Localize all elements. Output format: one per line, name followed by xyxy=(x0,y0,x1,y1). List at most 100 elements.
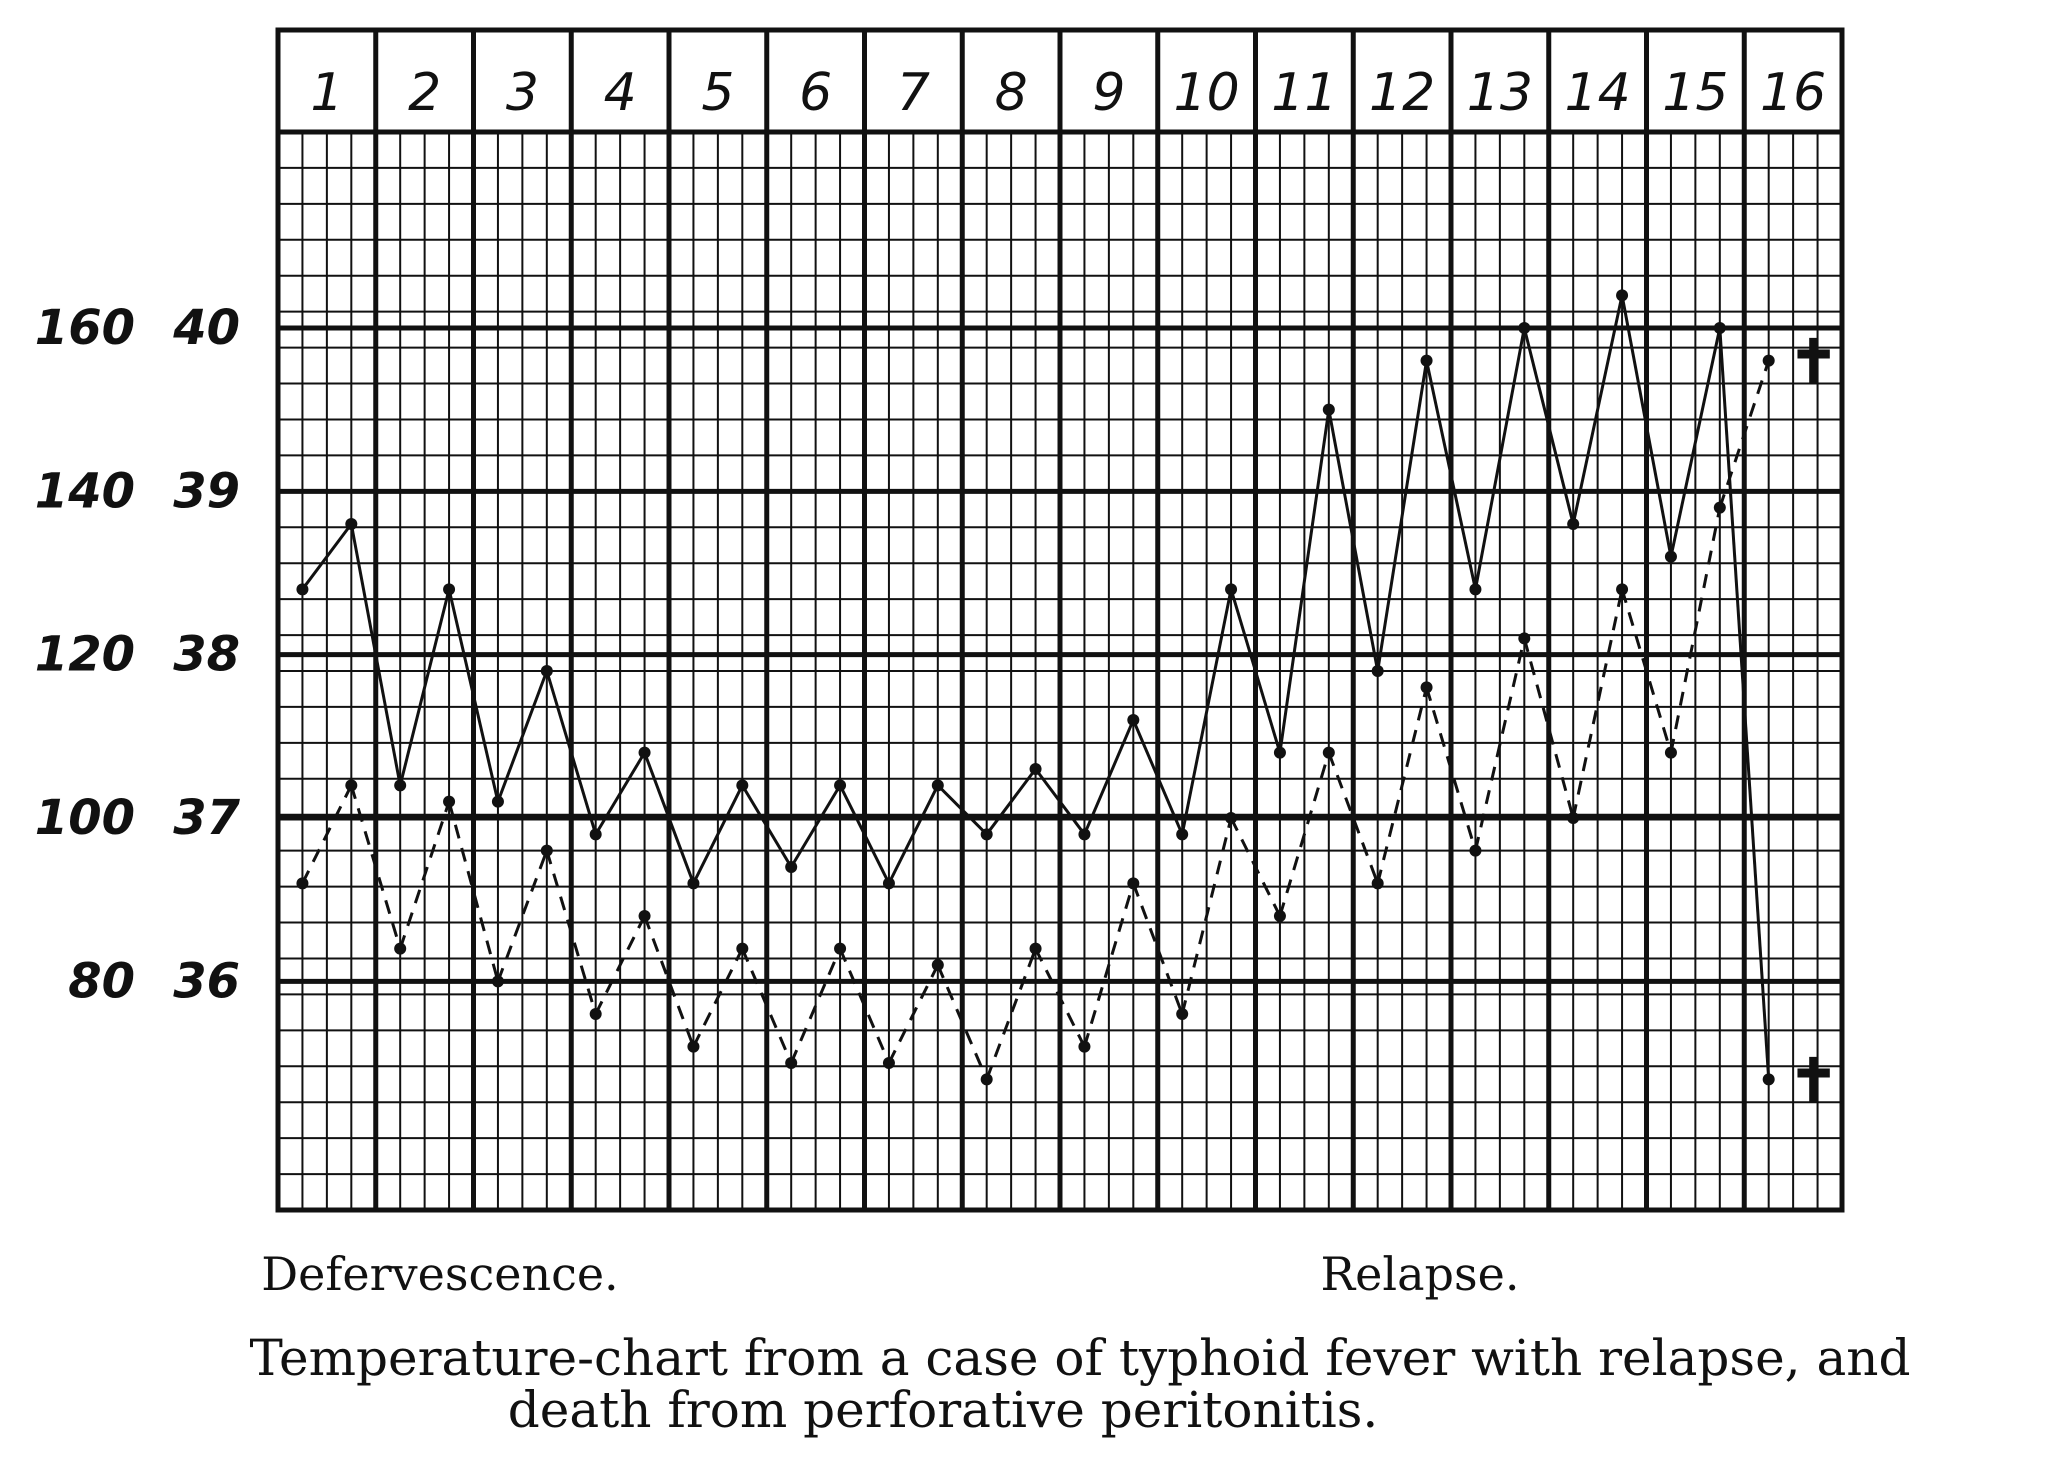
pulse-tick-label: 160 xyxy=(35,300,135,356)
death-marker-dashed: ✝ xyxy=(1789,328,1839,398)
series-dashed-segment xyxy=(789,948,842,1064)
series-solid-point xyxy=(1273,746,1286,759)
series-dashed-segment xyxy=(1620,588,1673,754)
series-solid-point xyxy=(1616,289,1629,302)
series-dashed-segment xyxy=(1083,882,1135,1048)
series-solid-segment xyxy=(1131,719,1184,835)
series-dashed-point xyxy=(443,795,456,808)
day-label-5: 5 xyxy=(701,63,734,123)
series-solid-point xyxy=(1078,828,1091,841)
annotation-relapse: Relapse. xyxy=(1321,1247,1520,1301)
series-dashed-segment xyxy=(1473,637,1526,852)
series-dashed-segment xyxy=(1522,637,1575,819)
series-dashed-point xyxy=(882,1057,895,1069)
series-solid-point xyxy=(1176,828,1189,841)
series-dashed-segment xyxy=(1229,817,1282,917)
series-dashed-segment xyxy=(936,964,989,1080)
series-dashed-segment xyxy=(545,850,598,1015)
series-dashed-point xyxy=(1567,812,1580,824)
day-label-13: 13 xyxy=(1467,63,1533,123)
day-label-9: 9 xyxy=(1092,63,1125,123)
series-dashed-point xyxy=(345,779,358,792)
series-dashed-point xyxy=(1762,354,1775,367)
series-solid-segment xyxy=(1083,719,1135,835)
series-solid-segment xyxy=(1034,768,1086,836)
series-solid-segment xyxy=(496,670,549,803)
annotation-defervescence: Defervescence. xyxy=(261,1247,618,1301)
series-solid-segment xyxy=(985,768,1037,836)
pulse-tick-label: 100 xyxy=(35,790,135,846)
series-dashed-segment xyxy=(1669,507,1722,753)
series-solid-segment xyxy=(1425,360,1477,590)
series-solid-point xyxy=(443,583,456,596)
series-solid-segment xyxy=(447,588,500,803)
series-dashed-segment xyxy=(301,784,353,885)
series-dashed-point xyxy=(638,910,651,922)
series-dashed-point xyxy=(1616,583,1629,596)
day-label-3: 3 xyxy=(506,63,539,123)
series-solid-point xyxy=(1127,714,1140,726)
series-solid-point xyxy=(687,877,700,890)
day-label-1: 1 xyxy=(310,63,343,123)
series-solid-segment xyxy=(1620,295,1673,557)
series-solid-point xyxy=(491,795,504,808)
day-label-6: 6 xyxy=(799,63,832,123)
y-axis-labels: 160 40 140 39 120 38 100 37 80 36 xyxy=(35,300,241,1009)
series-solid-point xyxy=(1322,403,1335,416)
series-dashed-segment xyxy=(1034,947,1086,1048)
series-dashed-point xyxy=(589,1008,602,1020)
series-solid-point xyxy=(345,518,358,530)
series-solid-point xyxy=(736,779,749,792)
death-marker-solid: ✝ xyxy=(1789,1046,1839,1116)
series-dashed-point xyxy=(1127,877,1140,890)
series-dashed-point xyxy=(1176,1008,1189,1020)
series-dashed-segment xyxy=(594,915,646,1015)
day-label-2: 2 xyxy=(408,63,441,123)
series-dashed-segment xyxy=(887,964,940,1064)
series-solid-segment xyxy=(545,670,598,835)
series-dashed-point xyxy=(980,1073,993,1086)
series-solid-point xyxy=(394,779,407,792)
series-dashed-segment xyxy=(740,948,793,1064)
series-solid-segment xyxy=(594,751,646,836)
series-dashed-segment xyxy=(398,801,451,950)
series-dashed-point xyxy=(1420,681,1433,694)
series-solid-point xyxy=(1518,322,1531,334)
series-solid-point xyxy=(589,828,602,841)
series-dashed-point xyxy=(785,1057,798,1069)
series-solid-point xyxy=(980,828,993,841)
series-dashed-point xyxy=(687,1040,700,1053)
series-solid-point xyxy=(1469,583,1482,596)
series-dashed-point xyxy=(1469,844,1482,857)
series-dashed-segment xyxy=(838,948,891,1064)
pulse-tick-label: 80 xyxy=(68,953,135,1009)
series-solid-point xyxy=(1664,550,1677,563)
series-dashed-point xyxy=(1664,746,1677,759)
series-solid-point xyxy=(1762,1073,1775,1086)
day-label-11: 11 xyxy=(1271,63,1337,123)
day-label-12: 12 xyxy=(1369,63,1435,123)
day-label-16: 16 xyxy=(1760,63,1826,123)
series-solid-point xyxy=(1371,665,1384,677)
series-dashed-point xyxy=(1518,632,1531,645)
series-solid-point xyxy=(931,779,944,792)
series-dashed-point xyxy=(1713,501,1726,514)
day-label-4: 4 xyxy=(604,63,637,123)
series-solid-segment xyxy=(741,784,793,868)
series-dashed-point xyxy=(491,975,504,988)
series-dashed-segment xyxy=(1425,686,1477,852)
series-solid-point xyxy=(1420,354,1433,367)
series-dashed-point xyxy=(931,959,944,971)
series-solid-segment xyxy=(643,752,695,884)
series-dashed-segment xyxy=(1718,360,1771,509)
series-dashed-segment xyxy=(349,784,402,950)
series-dashed-point xyxy=(1029,942,1042,955)
series-dashed-point xyxy=(296,877,309,890)
pulse-tick-label: 140 xyxy=(35,463,135,519)
series-solid-segment xyxy=(349,523,402,786)
day-label-15: 15 xyxy=(1662,63,1728,123)
series-dashed-segment xyxy=(1376,686,1429,884)
series-dashed-point xyxy=(1273,910,1286,922)
series-solid-segment xyxy=(789,784,842,868)
